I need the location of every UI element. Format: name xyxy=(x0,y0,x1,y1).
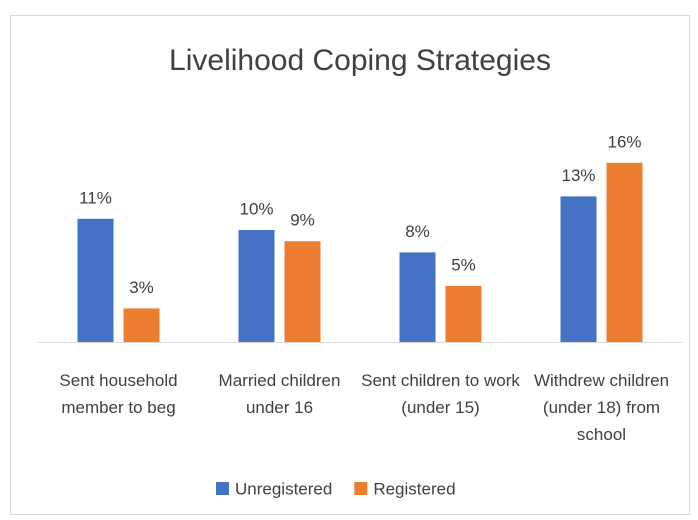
data-label: 8% xyxy=(405,222,430,241)
x-tick-label: Sent children to work (under 15) xyxy=(361,371,520,417)
x-tick-label: Sent household member to beg xyxy=(59,371,178,417)
data-label: 11% xyxy=(79,188,112,207)
bar xyxy=(284,241,321,342)
data-label: 3% xyxy=(129,278,154,297)
legend-swatch xyxy=(354,482,368,495)
bar xyxy=(560,196,597,342)
data-label: 16% xyxy=(607,132,641,151)
data-label: 13% xyxy=(561,166,595,185)
x-tick-label: Withdrew children (under 18) from school xyxy=(533,371,670,444)
data-label: 5% xyxy=(451,255,476,274)
legend-label: Registered xyxy=(373,479,455,498)
bar xyxy=(77,218,114,342)
legend-swatch xyxy=(216,482,229,495)
bar xyxy=(445,286,482,342)
data-label: 9% xyxy=(290,211,315,230)
bar xyxy=(606,162,643,342)
chart-title: Livelihood Coping Strategies xyxy=(169,44,551,77)
legend-label: Unregistered xyxy=(235,479,332,498)
bar xyxy=(123,308,160,342)
bar xyxy=(238,230,275,342)
x-tick-label: Married children under 16 xyxy=(218,371,341,417)
data-label: 10% xyxy=(239,199,273,218)
bar xyxy=(399,252,436,342)
